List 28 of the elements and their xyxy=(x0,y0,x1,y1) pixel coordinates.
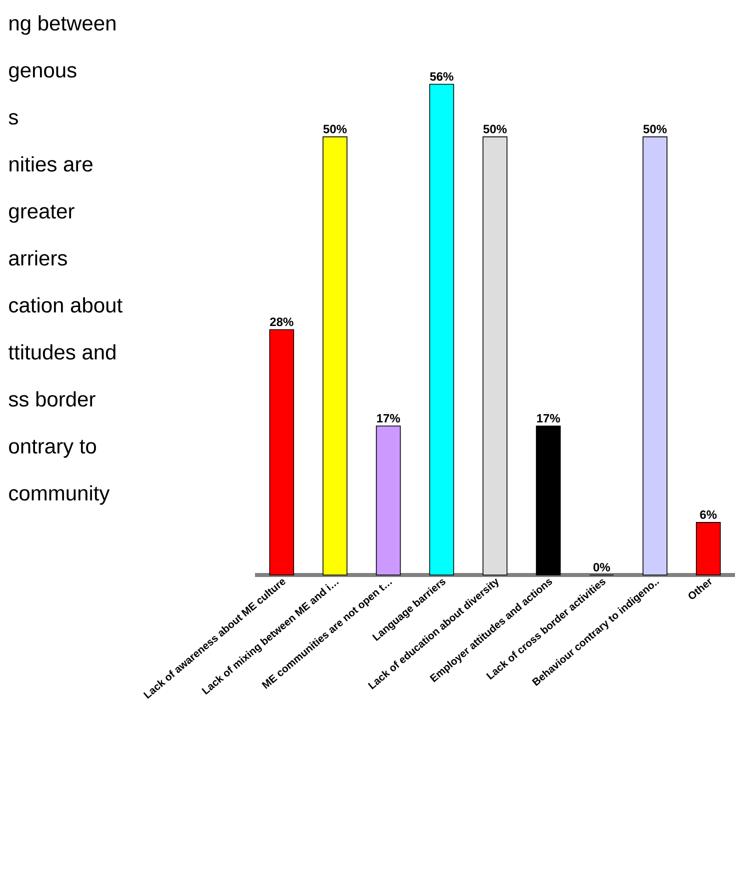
text: community xyxy=(9,485,110,505)
data-label: 28% xyxy=(270,318,294,326)
bar xyxy=(536,426,561,576)
data-label: 6% xyxy=(700,510,717,519)
data-label: 56% xyxy=(430,72,454,81)
bar xyxy=(269,329,294,576)
text: ontrary to xyxy=(9,440,96,458)
data-label: 50% xyxy=(643,124,667,134)
text: s xyxy=(8,113,18,125)
data-label: 0% xyxy=(593,562,610,572)
bar xyxy=(482,136,508,576)
data-label: 50% xyxy=(323,124,347,134)
text: ss border xyxy=(8,391,96,407)
bar xyxy=(696,522,721,576)
text: cation about xyxy=(9,297,122,313)
bar xyxy=(376,426,401,576)
text: ttitudes and xyxy=(8,344,116,360)
text: arriers xyxy=(9,250,67,266)
text: nities are xyxy=(10,156,92,172)
data-label: 17% xyxy=(377,414,400,422)
data-label: 17% xyxy=(537,414,560,422)
data-label: 50% xyxy=(483,124,507,134)
bar xyxy=(322,136,348,576)
bar xyxy=(429,84,454,576)
text: genous xyxy=(9,66,76,82)
text: ng between xyxy=(10,15,116,35)
text: greater xyxy=(9,204,74,223)
bar xyxy=(642,136,668,576)
